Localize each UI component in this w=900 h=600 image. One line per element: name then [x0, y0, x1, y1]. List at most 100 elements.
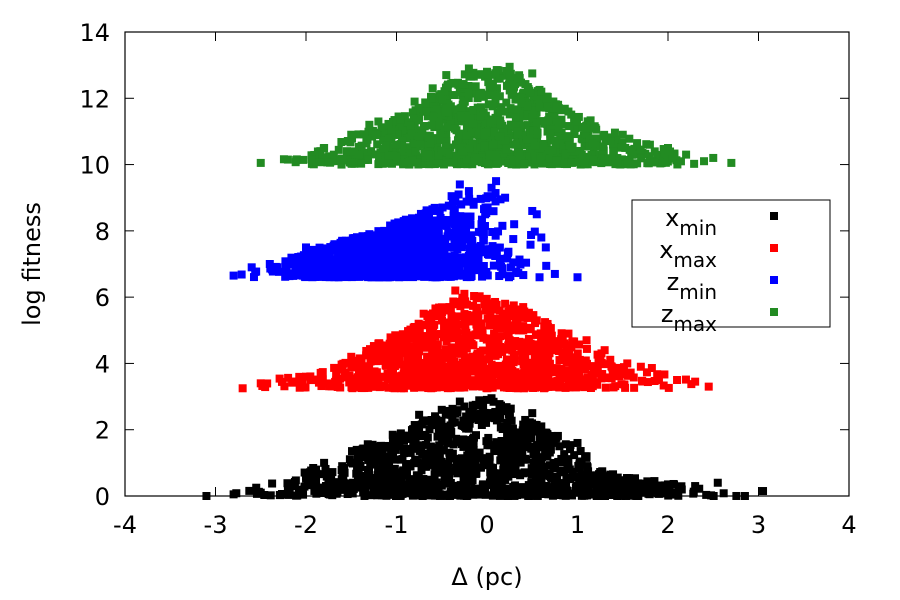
data-point [557, 454, 566, 463]
data-point [451, 257, 460, 266]
data-point [455, 264, 464, 273]
data-point [532, 448, 541, 457]
data-point [404, 363, 413, 372]
data-point [566, 379, 575, 388]
data-point [492, 438, 501, 447]
data-point [357, 159, 366, 168]
data-point [409, 114, 418, 123]
data-point [309, 257, 318, 266]
data-point [529, 126, 538, 135]
legend-label-sub: min [679, 216, 717, 240]
data-point [367, 147, 376, 156]
data-point [435, 273, 444, 282]
data-point [465, 311, 474, 320]
data-point [625, 134, 634, 143]
data-point [599, 132, 608, 141]
data-point [468, 476, 477, 485]
data-point [358, 453, 367, 462]
data-point [516, 260, 525, 269]
data-point [493, 491, 502, 500]
data-point [637, 154, 646, 163]
data-point [360, 148, 369, 157]
data-point [449, 158, 458, 167]
data-point [622, 474, 631, 483]
data-point [321, 255, 330, 264]
data-point [368, 440, 377, 449]
data-point [387, 125, 396, 134]
data-point [440, 87, 449, 96]
data-point [474, 377, 483, 386]
data-point [402, 460, 411, 469]
data-point [459, 255, 468, 264]
data-point [489, 463, 498, 472]
data-point [551, 142, 560, 151]
data-point [347, 248, 356, 257]
data-point [654, 376, 663, 384]
data-point [438, 446, 447, 455]
data-point [517, 99, 526, 108]
data-point [511, 95, 520, 104]
data-point [280, 382, 289, 391]
data-point [372, 478, 381, 487]
data-point [353, 475, 362, 484]
data-point [348, 459, 357, 468]
data-point [481, 210, 490, 219]
data-point [674, 484, 683, 493]
data-point [410, 383, 419, 392]
data-point [301, 273, 310, 282]
data-point [659, 381, 668, 390]
data-point [415, 410, 424, 419]
data-point [363, 135, 372, 144]
data-point [347, 352, 356, 361]
data-point [630, 383, 639, 392]
data-point [399, 158, 408, 167]
data-point [309, 476, 318, 485]
data-point [501, 193, 510, 202]
data-point [645, 152, 654, 161]
data-point [490, 152, 499, 161]
data-point [461, 323, 470, 332]
data-point [429, 349, 438, 358]
data-point [442, 99, 451, 108]
data-point [504, 410, 513, 419]
x-tick-label: 0 [479, 511, 494, 539]
data-point [445, 406, 454, 415]
data-point [650, 158, 659, 167]
data-point [448, 485, 457, 494]
data-point [229, 490, 238, 499]
data-point [428, 458, 437, 467]
data-point [472, 414, 481, 423]
data-point [510, 337, 519, 346]
data-point [588, 370, 597, 379]
data-point [448, 78, 457, 87]
data-point [447, 218, 456, 227]
data-point [505, 462, 514, 471]
data-point [448, 418, 457, 427]
data-point [575, 340, 584, 349]
data-point [354, 365, 363, 374]
data-point [525, 468, 534, 477]
data-point [411, 147, 420, 156]
data-point [617, 143, 626, 152]
data-point [412, 272, 421, 281]
data-point [281, 268, 290, 277]
data-point [424, 150, 433, 159]
data-point [391, 374, 400, 383]
data-point [483, 250, 492, 259]
data-point [582, 481, 591, 490]
x-tick-label: -4 [113, 511, 137, 539]
data-point [566, 445, 575, 454]
data-point [601, 136, 610, 145]
data-point [561, 149, 570, 158]
data-point [594, 490, 603, 499]
data-point [519, 322, 528, 331]
data-point [367, 380, 376, 389]
data-point [593, 486, 602, 495]
data-point [428, 326, 437, 335]
data-point [550, 462, 559, 471]
data-point [458, 380, 467, 389]
data-point [465, 419, 474, 428]
data-point [291, 158, 300, 167]
data-point [459, 435, 468, 444]
data-point [547, 433, 556, 442]
